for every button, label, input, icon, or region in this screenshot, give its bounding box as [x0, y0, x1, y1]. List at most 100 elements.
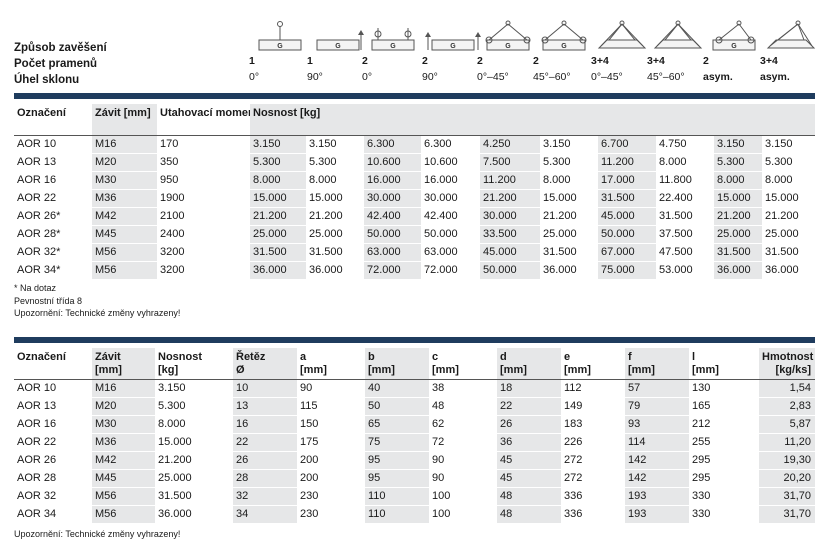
table-row: AOR 10 M16 3.150 10 90 40 38 18 112 57 130 1,54	[14, 379, 815, 398]
table-cell: 95	[365, 469, 429, 488]
table-cell: 230	[297, 505, 365, 524]
table-cell: 30.000	[421, 189, 480, 208]
table-cell: 53.000	[656, 261, 714, 280]
table-cell: 110	[365, 487, 429, 506]
config-column: G 2 0°	[362, 18, 424, 85]
table-cell: 255	[689, 433, 759, 452]
table-cell: 2100	[157, 207, 250, 226]
table-cell: 93	[625, 415, 689, 434]
table-cell: 8.000	[155, 415, 233, 434]
table-cell: 200	[297, 451, 365, 470]
note-changes-reserved: Upozornění: Technické změny vyhrazeny!	[14, 308, 181, 318]
config-strand-count: 2	[703, 55, 709, 67]
svg-text:G: G	[390, 43, 396, 50]
table-cell: 272	[561, 451, 625, 470]
table-cell: 36	[497, 433, 561, 452]
table-cell: 31.500	[306, 243, 364, 262]
col-designation: Označení	[14, 104, 92, 136]
table-cell: M56	[92, 487, 155, 506]
table-cell: 22	[233, 433, 297, 452]
column-header: d [mm]	[497, 348, 561, 380]
table-cell: M45	[92, 225, 157, 244]
table-cell: AOR 34*	[14, 261, 92, 280]
table-row: AOR 10 M16 170 3.150 3.150 6.300 6.300 4.250 3.1…	[14, 135, 816, 154]
section-divider-bottom	[14, 337, 815, 343]
two-legs-wide-icon: G	[533, 18, 595, 54]
table-cell: 212	[689, 415, 759, 434]
table-cell: M20	[92, 153, 157, 172]
load-capacity-table: Označení Závit [mm] Utahovací moment [Nm…	[14, 104, 816, 280]
table-cell: 31.500	[598, 189, 656, 208]
svg-text:G: G	[335, 43, 341, 50]
table-cell: 47.500	[656, 243, 714, 262]
column-header: e [mm]	[561, 348, 625, 380]
table-cell: 36.000	[250, 261, 306, 280]
table-cell: 3.150	[155, 379, 233, 398]
table-cell: 2400	[157, 225, 250, 244]
table-cell: 3200	[157, 243, 250, 262]
col-torque: Utahovací moment [Nm]	[157, 104, 250, 136]
table-cell: 79	[625, 397, 689, 416]
table-cell: 170	[157, 135, 250, 154]
table-row: AOR 28* M45 2400 25.000 25.000 50.000 50.000 33…	[14, 225, 816, 244]
svg-text:G: G	[450, 43, 456, 50]
config-angle: 0°–45°	[477, 70, 509, 83]
note-strength-class: Pevnostní třída 8	[14, 295, 83, 306]
table-cell: 72.000	[364, 261, 421, 280]
table-cell: 8.000	[762, 171, 816, 190]
section-divider-top	[14, 93, 815, 99]
table-cell: 25.000	[762, 225, 816, 244]
four-legs-wide-icon	[647, 18, 709, 54]
table-cell: 45.000	[480, 243, 540, 262]
table-cell: 21.200	[250, 207, 306, 226]
table-cell: 21.200	[155, 451, 233, 470]
config-column: G 2 90°	[422, 18, 484, 85]
label-tilt-angle: Úhel sklonu	[14, 74, 80, 86]
svg-text:G: G	[277, 43, 283, 50]
table-cell: 48	[429, 397, 497, 416]
table-cell: 19,30	[759, 451, 815, 470]
table-cell: 15.000	[155, 433, 233, 452]
config-angle: 45°–60°	[533, 70, 571, 83]
table-cell: 31,70	[759, 505, 815, 524]
table-cell: 1900	[157, 189, 250, 208]
table-cell: 130	[689, 379, 759, 398]
table-cell: 48	[497, 487, 561, 506]
table-cell: 11.200	[598, 153, 656, 172]
config-angle: asym.	[703, 70, 733, 83]
table-row: AOR 26 M42 21.200 26 200 95 90 45 272 142 295 19,30	[14, 451, 815, 470]
table-row: AOR 13 M20 350 5.300 5.300 10.600 10.600 7.500 5…	[14, 153, 816, 172]
table-cell: 48	[497, 505, 561, 524]
table-cell: 45	[497, 469, 561, 488]
table-cell: 3.150	[250, 135, 306, 154]
config-columns: G 1 0° G 1 90° G 2 0° G 2 90° G 2 0°–45° G 2 45°–60° 3+4 0°…	[0, 18, 831, 90]
table-cell: 3.150	[306, 135, 364, 154]
table-row: AOR 16 M30 8.000 16 150 65 62 26 183 93 212 5,87	[14, 415, 815, 434]
config-column: G 2 asym.	[703, 18, 765, 85]
table-cell: 1,54	[759, 379, 815, 398]
table-cell: 31.500	[762, 243, 816, 262]
table-row: AOR 32 M56 31.500 32 230 110 100 48 336 193 330 31,…	[14, 487, 815, 506]
table-cell: 21.200	[306, 207, 364, 226]
table-cell: 165	[689, 397, 759, 416]
table-cell: 72.000	[421, 261, 480, 280]
table-cell: 28	[233, 469, 297, 488]
table-cell: 15.000	[540, 189, 598, 208]
two-hooks-side-icon: G	[422, 18, 484, 54]
table-cell: 37.500	[656, 225, 714, 244]
table-cell: 115	[297, 397, 365, 416]
table-cell: 3200	[157, 261, 250, 280]
table-cell: 5,87	[759, 415, 815, 434]
table-cell: 330	[689, 505, 759, 524]
table-cell: 21.200	[480, 189, 540, 208]
table-cell: 15.000	[306, 189, 364, 208]
table-cell: AOR 32	[14, 487, 92, 506]
col-capacity: Nosnost [kg]	[250, 104, 816, 136]
two-legs-asym-icon: G	[703, 18, 765, 54]
table-cell: 31.500	[656, 207, 714, 226]
config-angle: 0°	[249, 70, 260, 83]
table-cell: 30.000	[364, 189, 421, 208]
table-cell: 31.500	[714, 243, 762, 262]
column-header: Závit [mm]	[92, 348, 155, 380]
